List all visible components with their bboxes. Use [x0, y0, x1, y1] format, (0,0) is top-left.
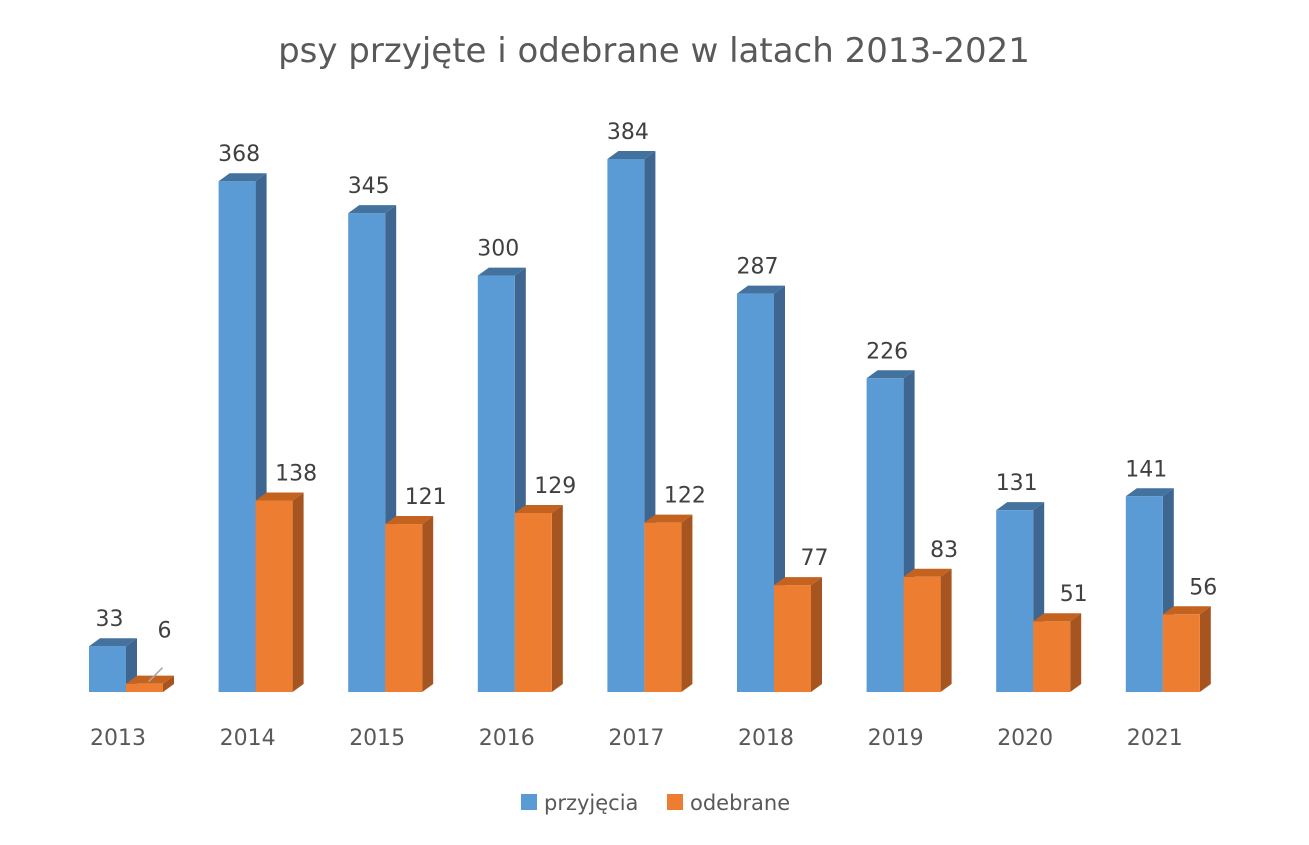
bar-top-przyjecia-2013 [89, 638, 137, 647]
bar-przyjecia-2014 [218, 173, 267, 693]
bar-top-odebrane-2017 [644, 514, 693, 523]
bar-top-odebrane-2015 [385, 516, 434, 525]
x-tick-2015: 2015 [349, 726, 405, 751]
legend-label-odebrane: odebrane [690, 791, 790, 815]
x-tick-2020: 2020 [997, 726, 1053, 751]
bar-front-przyjecia-2015 [348, 213, 386, 692]
bar-front-odebrane-2015 [385, 524, 423, 692]
data-label-przyjecia-2021: 141 [1125, 457, 1167, 482]
data-label-przyjecia-2017: 384 [607, 120, 649, 145]
data-label-odebrane-2020: 51 [1060, 582, 1088, 607]
bar-side-odebrane-2020 [1070, 613, 1082, 692]
data-label-odebrane-2014: 138 [275, 461, 317, 486]
bar-top-przyjecia-2014 [218, 173, 267, 182]
data-label-odebrane-2021: 56 [1189, 575, 1217, 600]
x-tick-2013: 2013 [90, 726, 146, 751]
bar-top-odebrane-2018 [774, 577, 822, 586]
bar-front-odebrane-2016 [514, 512, 552, 692]
data-label-przyjecia-2016: 300 [477, 237, 519, 262]
leader-line-odebrane-2013 [147, 667, 164, 683]
x-tick-2014: 2014 [220, 726, 276, 751]
bar-front-przyjecia-2020 [996, 510, 1034, 692]
bar-side-odebrane-2013 [163, 675, 174, 692]
bar-odebrane-2016 [514, 504, 563, 692]
legend-swatch-odebrane [667, 794, 683, 810]
bar-top-odebrane-2021 [1162, 606, 1211, 615]
legend-label-przyjecia: przyjęcia [544, 791, 638, 815]
bar-odebrane-2020 [1033, 613, 1082, 692]
x-tick-2017: 2017 [608, 726, 664, 751]
bar-top-odebrane-2020 [1033, 613, 1082, 622]
bar-front-przyjecia-2013 [89, 646, 126, 692]
bar-top-przyjecia-2020 [996, 502, 1045, 511]
bar-top-przyjecia-2017 [607, 151, 656, 159]
bar-top-przyjecia-2019 [866, 370, 915, 379]
bar-front-przyjecia-2018 [737, 293, 774, 692]
data-label-odebrane-2015: 121 [405, 485, 447, 510]
bar-top-odebrane-2019 [903, 568, 952, 577]
bar-przyjecia-2018 [737, 285, 785, 692]
data-label-odebrane-2016: 129 [534, 474, 576, 499]
bar-front-odebrane-2014 [255, 500, 293, 692]
x-tick-2021: 2021 [1127, 726, 1183, 751]
bar-top-odebrane-2014 [255, 492, 304, 501]
bar-front-odebrane-2020 [1033, 621, 1071, 692]
bar-odebrane-2018 [774, 577, 822, 692]
bar-side-odebrane-2021 [1199, 606, 1211, 692]
data-label-przyjecia-2020: 131 [996, 471, 1038, 496]
bar-side-odebrane-2018 [811, 577, 822, 692]
x-tick-2018: 2018 [738, 726, 794, 751]
data-label-przyjecia-2014: 368 [218, 142, 260, 167]
bar-odebrane-2017 [644, 514, 693, 692]
bar-side-odebrane-2016 [551, 504, 563, 692]
bar-front-przyjecia-2014 [218, 181, 256, 693]
x-axis-ticks: 2013 2014 2015 2016 2017 2018 2019 2020 2021 [90, 726, 1183, 751]
legend: przyjęcia odebrane [521, 791, 790, 815]
bar-side-odebrane-2014 [292, 492, 304, 692]
data-label-odebrane-2019: 83 [930, 538, 958, 563]
bar-front-odebrane-2013 [126, 683, 163, 692]
value-labels-group: 33 6 368 138 345 121 300 129 384 122 287 77 226 83 131… [96, 120, 1217, 683]
bar-front-przyjecia-2019 [866, 378, 904, 692]
bar-side-odebrane-2019 [940, 568, 952, 692]
bar-front-przyjecia-2021 [1125, 496, 1163, 692]
bar-przyjecia-2021 [1125, 488, 1174, 692]
data-label-odebrane-2013: 6 [158, 619, 172, 644]
bar-top-przyjecia-2021 [1125, 488, 1174, 497]
bar-przyjecia-2015 [348, 205, 397, 692]
bar-top-przyjecia-2015 [348, 205, 397, 214]
bar-top-przyjecia-2016 [477, 267, 526, 276]
bar-front-przyjecia-2016 [477, 275, 515, 692]
data-label-odebrane-2017: 122 [664, 484, 706, 509]
data-label-przyjecia-2013: 33 [96, 607, 124, 632]
bars-group [89, 151, 1211, 693]
bar-odebrane-2019 [903, 568, 952, 692]
bar-odebrane-2014 [255, 492, 304, 692]
bar-przyjecia-2013 [89, 638, 137, 692]
bar-odebrane-2021 [1162, 606, 1211, 692]
data-label-przyjecia-2019: 226 [866, 339, 908, 364]
bar-front-przyjecia-2017 [607, 159, 645, 692]
bar-top-przyjecia-2018 [737, 285, 785, 294]
bar-side-odebrane-2017 [681, 514, 693, 692]
bar-front-odebrane-2018 [774, 585, 811, 692]
data-label-przyjecia-2018: 287 [737, 255, 779, 280]
x-tick-2016: 2016 [479, 726, 535, 751]
bar-front-odebrane-2021 [1162, 614, 1200, 692]
legend-swatch-przyjecia [521, 794, 537, 810]
bar-top-odebrane-2016 [514, 504, 563, 513]
chart-title: psy przyjęte i odebrane w latach 2013-20… [278, 31, 1030, 71]
bar-front-odebrane-2017 [644, 522, 682, 692]
x-tick-2019: 2019 [868, 726, 924, 751]
bar-side-odebrane-2015 [422, 516, 434, 692]
bar-odebrane-2015 [385, 516, 434, 692]
data-label-przyjecia-2015: 345 [348, 174, 390, 199]
data-label-odebrane-2018: 77 [801, 546, 829, 571]
bar-front-odebrane-2019 [903, 576, 941, 692]
bar-przyjecia-2020 [996, 502, 1045, 692]
